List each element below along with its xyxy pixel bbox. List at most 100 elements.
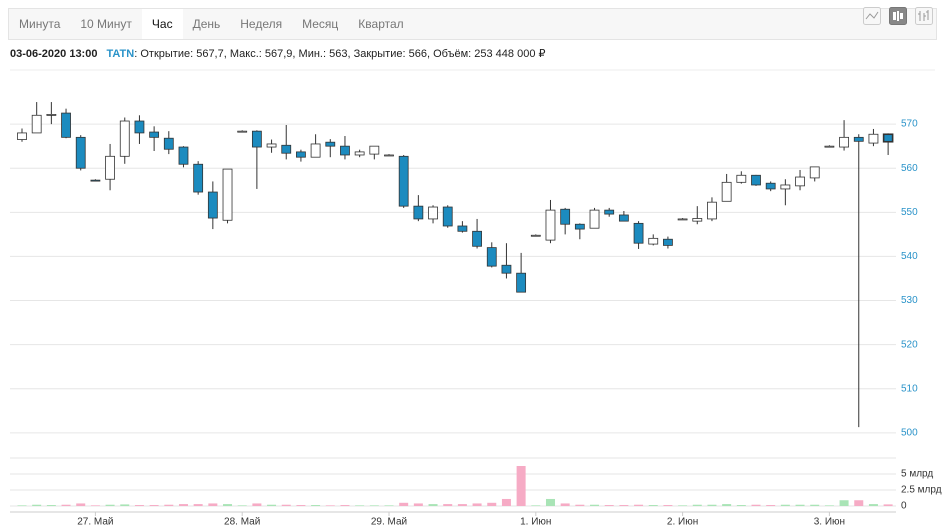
tab[interactable]: Минута: [19, 17, 61, 31]
volume-bar: [619, 505, 629, 506]
candle-body: [17, 132, 27, 140]
y-tick-label: 510: [901, 383, 918, 394]
candle-body: [105, 155, 115, 180]
volume-bar: [340, 505, 350, 506]
info-date: 03-06-2020 13:00: [10, 48, 98, 60]
info-value: 567,7,: [196, 48, 227, 60]
volume-bar: [223, 504, 233, 506]
candle-body: [119, 120, 130, 157]
volume-bar: [149, 505, 159, 506]
volume-tick-label: 2.5 млрд: [901, 485, 942, 496]
volume-bar: [692, 504, 702, 506]
volume-bar: [61, 504, 71, 506]
volume-bar: [252, 503, 262, 506]
volume-bar: [634, 504, 644, 506]
candle-body: [90, 179, 101, 182]
x-tick-label: 29. Май: [371, 517, 407, 528]
info-value: 563,: [329, 48, 351, 60]
candle-body: [384, 154, 394, 157]
info-value: 566,: [408, 48, 431, 60]
candle-chart-icon[interactable]: [889, 7, 907, 25]
candle-body: [31, 114, 42, 134]
candle-body: [824, 145, 835, 148]
x-tick-label: 1. Июн: [520, 517, 551, 528]
volume-bar: [590, 504, 600, 506]
x-tick-label: 28. Май: [224, 517, 260, 528]
candle-body: [736, 174, 747, 183]
candle-body: [369, 145, 380, 155]
volume-bar: [46, 505, 56, 506]
candle-body: [457, 225, 468, 232]
volume-bar: [457, 504, 467, 506]
volume-bar: [267, 504, 277, 506]
info-label: Закрытие:: [353, 48, 406, 60]
candle-body: [795, 176, 805, 187]
y-tick-label: 520: [901, 339, 918, 350]
volume-bar: [428, 504, 438, 506]
volume-bar: [736, 505, 746, 506]
volume-bar: [648, 505, 658, 506]
volume-bar: [178, 504, 188, 506]
candle-body: [809, 166, 820, 179]
volume-bar: [516, 466, 526, 506]
tab[interactable]: Квартал: [358, 17, 404, 31]
candle-body: [707, 201, 717, 220]
info-value: 253 448 000 ₽: [474, 48, 546, 60]
tab[interactable]: Неделя: [240, 17, 283, 31]
volume-bar: [707, 504, 717, 506]
volume-bar: [399, 502, 409, 506]
candle-body: [428, 206, 438, 220]
volume-bar: [208, 503, 218, 506]
x-tick-label: 2. Июн: [667, 517, 698, 528]
volume-bar: [663, 505, 673, 506]
candle-body: [266, 143, 277, 148]
candle-body: [765, 182, 776, 190]
bar-chart-icon[interactable]: [915, 7, 933, 25]
volume-bar: [90, 505, 100, 506]
tab[interactable]: Месяц: [302, 17, 339, 31]
line-chart-icon[interactable]: [863, 7, 881, 25]
candle-body: [648, 237, 659, 245]
tab[interactable]: Час: [141, 9, 183, 39]
volume-bar: [32, 504, 42, 506]
volume-bar: [237, 505, 247, 506]
candle-body: [618, 214, 629, 222]
volume-bar: [134, 505, 144, 506]
candle-body: [251, 130, 262, 148]
candle-body: [134, 120, 145, 134]
volume-bar: [472, 503, 482, 506]
info-line: 03-06-2020 13:00 TATN: Открытие: 567,7, …: [10, 47, 546, 60]
candle-body: [354, 151, 365, 156]
volume-bar: [17, 505, 27, 506]
y-tick-label: 570: [901, 119, 918, 130]
candle-body: [178, 146, 189, 165]
candle-body: [633, 222, 644, 244]
volume-bar: [678, 505, 688, 506]
volume-bar: [413, 503, 423, 506]
volume-bar: [281, 504, 291, 506]
info-ticker: TATN: [106, 48, 135, 60]
volume-bar: [443, 504, 453, 506]
candle-body: [398, 155, 409, 207]
volume-bar: [722, 504, 732, 506]
volume-bar: [780, 504, 790, 506]
candle-body: [530, 234, 541, 237]
timeframe-tabs: Минута 10 Минут Час День Неделя Месяц Квартал: [8, 8, 937, 40]
tab[interactable]: 10 Минут: [80, 17, 132, 31]
candle-body: [413, 205, 424, 220]
tab[interactable]: День: [192, 17, 221, 31]
candle-body: [325, 141, 336, 147]
volume-bar: [105, 504, 115, 506]
volume-bar: [868, 504, 878, 506]
volume-bar: [296, 505, 306, 506]
volume-bar: [325, 505, 335, 506]
y-tick-label: 540: [901, 251, 918, 262]
volume-bar: [883, 504, 893, 506]
candle-body: [296, 151, 306, 158]
y-tick-label: 550: [901, 207, 918, 218]
volume-bar: [766, 505, 776, 506]
candle-body: [75, 136, 86, 169]
volume-bar: [810, 504, 820, 506]
candle-body: [692, 218, 703, 222]
candle-body: [61, 112, 71, 138]
